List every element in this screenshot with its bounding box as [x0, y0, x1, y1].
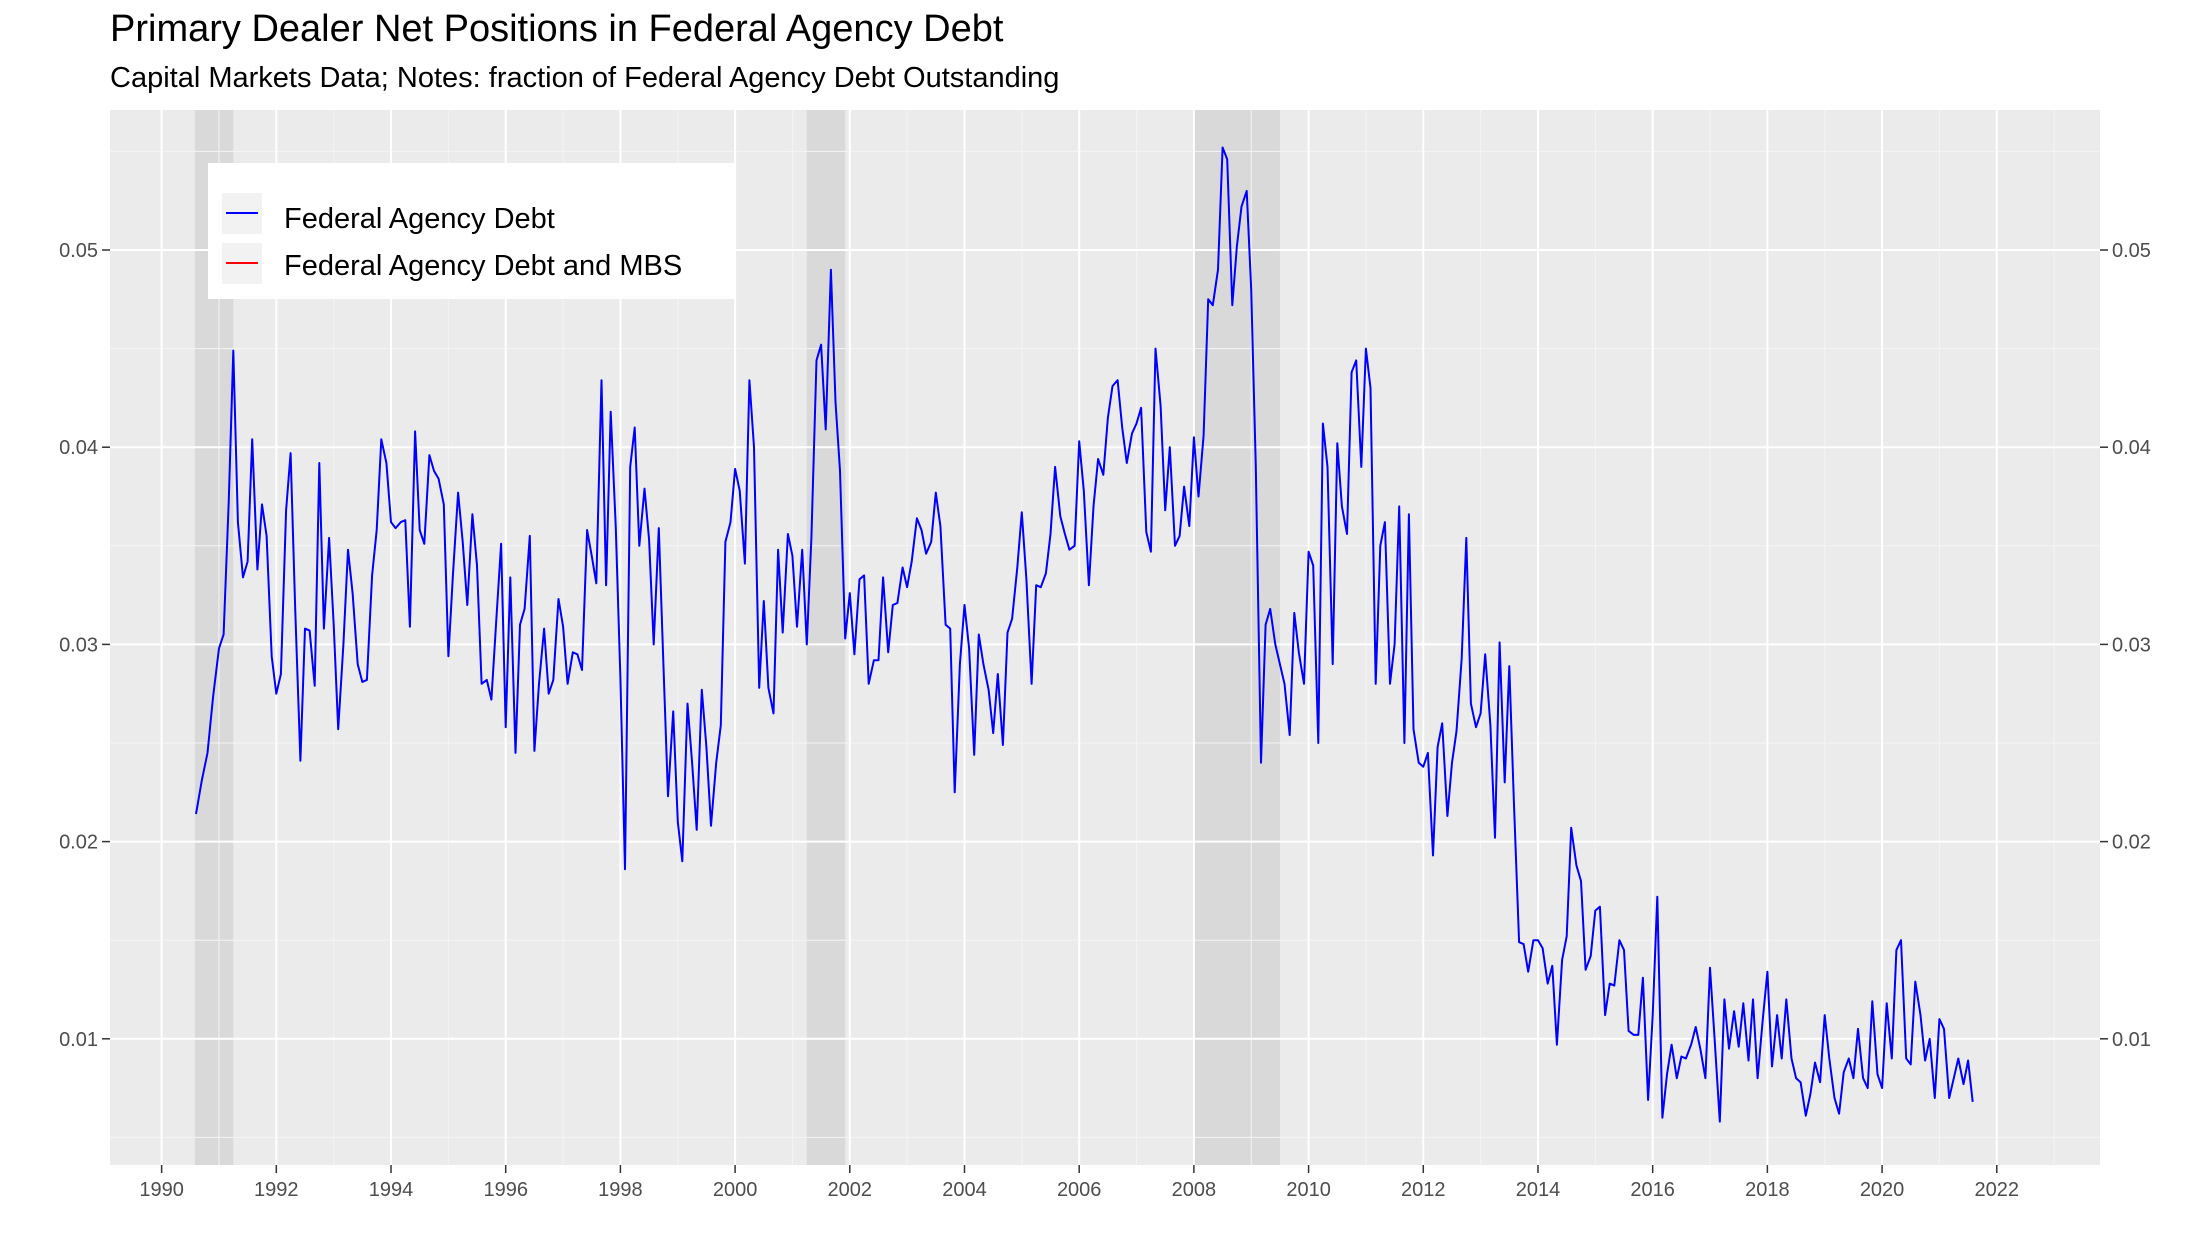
x-tick-label: 1998 — [598, 1179, 643, 1201]
y-tick-label-left: 0.04 — [59, 437, 98, 459]
y-tick-label-left: 0.01 — [59, 1029, 98, 1051]
x-tick-label: 2022 — [1975, 1179, 2020, 1201]
x-tick-label: 2010 — [1286, 1179, 1331, 1201]
y-tick-label-left: 0.05 — [59, 240, 98, 262]
x-tick-label: 2000 — [713, 1179, 758, 1201]
y-tick-label-right: 0.05 — [2112, 240, 2151, 262]
y-tick-label-right: 0.02 — [2112, 832, 2151, 854]
y-tick-label-right: 0.04 — [2112, 437, 2151, 459]
axes: 1990 1992 1994 1996 1998 2000 2002 2004 2006 2008… — [59, 240, 2151, 1201]
x-tick-label: 2020 — [1860, 1179, 1905, 1201]
chart-title: Primary Dealer Net Positions in Federal … — [110, 8, 1004, 50]
x-tick-label: 2002 — [828, 1179, 873, 1201]
y-tick-label-left: 0.03 — [59, 634, 98, 656]
x-tick-label: 2016 — [1630, 1179, 1675, 1201]
x-tick-label: 1996 — [483, 1179, 528, 1201]
series-line-0 — [195, 146, 1974, 1123]
x-tick-label: 2006 — [1057, 1179, 1102, 1201]
x-tick-label: 2018 — [1745, 1179, 1790, 1201]
grid-lines — [110, 110, 2100, 1165]
legend-label-0: Federal Agency Debt — [284, 203, 555, 235]
x-tick-label: 1990 — [139, 1179, 184, 1201]
x-tick-label: 2004 — [942, 1179, 987, 1201]
y-tick-label-right: 0.03 — [2112, 634, 2151, 656]
recession-band-1 — [806, 110, 846, 1165]
series-lines — [195, 146, 1974, 1123]
legend-box — [208, 163, 736, 299]
x-tick-label: 2014 — [1516, 1179, 1561, 1201]
y-tick-label-left: 0.02 — [59, 832, 98, 854]
chart-subtitle: Capital Markets Data; Notes: fraction of… — [110, 62, 1060, 94]
x-tick-label: 1994 — [369, 1179, 414, 1201]
recession-band-2 — [1193, 110, 1280, 1165]
legend-label-1: Federal Agency Debt and MBS — [284, 250, 682, 282]
y-tick-label-right: 0.01 — [2112, 1029, 2151, 1051]
legend: Federal Agency Debt Federal Agency Debt … — [208, 163, 736, 299]
x-tick-label: 2008 — [1172, 1179, 1217, 1201]
x-tick-label: 1992 — [254, 1179, 299, 1201]
x-tick-label: 2012 — [1401, 1179, 1446, 1201]
